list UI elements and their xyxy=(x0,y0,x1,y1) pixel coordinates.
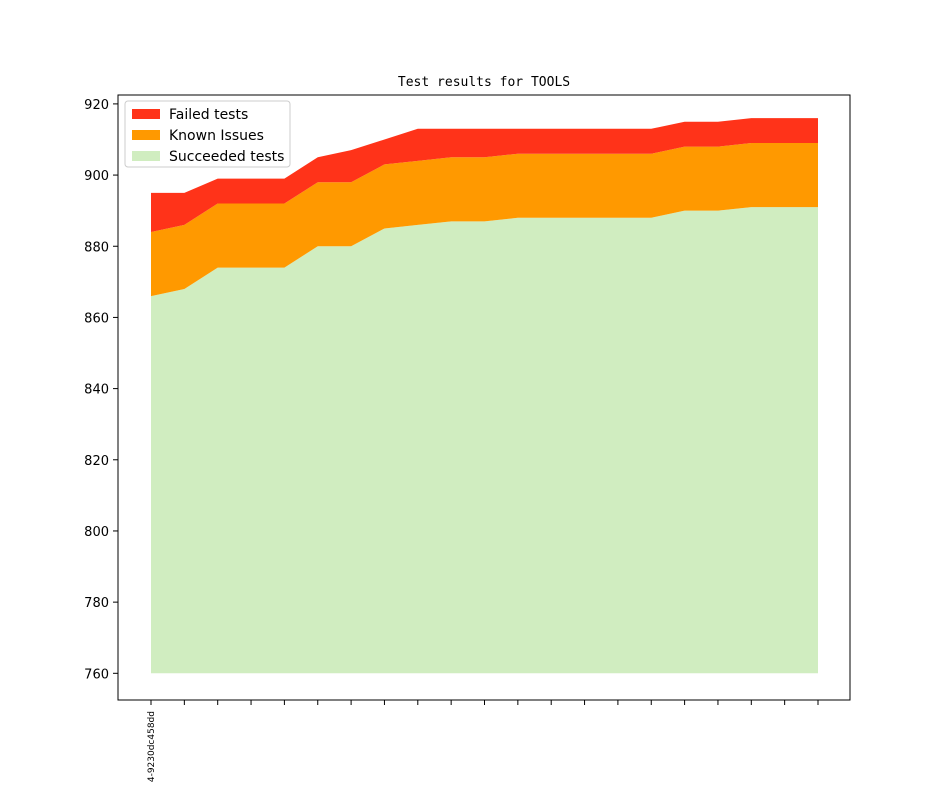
y-tick-label: 760 xyxy=(84,667,109,682)
chart-title: Test results for TOOLS xyxy=(398,75,570,90)
y-tick-label: 780 xyxy=(84,596,109,611)
legend-label-known-issues: Known Issues xyxy=(169,128,264,144)
y-tick-label: 800 xyxy=(84,525,109,540)
y-tick-label: 920 xyxy=(84,98,109,113)
x-tick-label: 4-9230dc458dd xyxy=(147,711,157,782)
failed-tests-area xyxy=(151,118,818,233)
legend-label-succeeded-tests: Succeeded tests xyxy=(169,149,284,165)
legend-swatch-failed-tests xyxy=(132,109,160,119)
y-tick-label: 820 xyxy=(84,454,109,469)
y-tick-label: 840 xyxy=(84,383,109,398)
y-tick-label: 900 xyxy=(84,169,109,184)
legend-swatch-known-issues xyxy=(132,130,160,140)
legend-box xyxy=(124,100,291,168)
succeeded-tests-area xyxy=(151,207,818,674)
y-tick-label: 880 xyxy=(84,240,109,255)
known-issues-area xyxy=(151,143,818,297)
y-tick-label: 860 xyxy=(84,311,109,326)
legend-swatch-succeeded-tests xyxy=(132,151,160,161)
legend-label-failed-tests: Failed tests xyxy=(169,107,248,123)
